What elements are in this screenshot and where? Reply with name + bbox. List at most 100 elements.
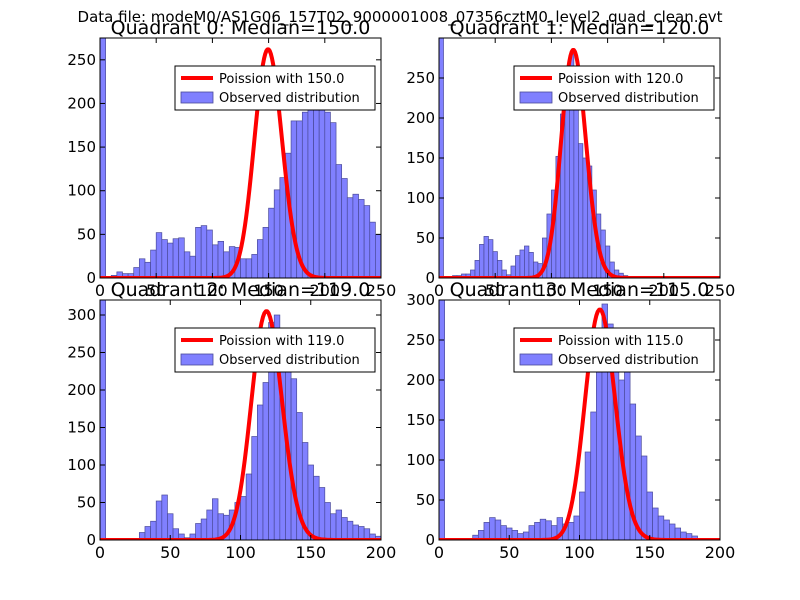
histogram-bar	[100, 38, 106, 278]
x-tick-label: 250	[705, 281, 736, 300]
histogram-bar	[573, 101, 579, 278]
histogram-bar	[483, 236, 489, 278]
histogram-bar	[324, 111, 331, 278]
x-tick-label: 150	[253, 281, 284, 300]
y-tick-label: 50	[77, 225, 96, 243]
histogram-bar	[195, 523, 202, 540]
histogram-bar	[483, 522, 490, 540]
x-tick-label: 250	[366, 281, 397, 300]
histogram-bar	[375, 234, 381, 278]
y-tick-label: 100	[406, 451, 435, 469]
histogram-bar	[567, 522, 575, 540]
histogram-bar	[341, 517, 348, 540]
histogram-bar	[352, 524, 359, 540]
y-tick-label: 50	[416, 229, 435, 247]
legend-label-poisson: Poission with 119.0	[219, 334, 344, 349]
histogram-bar	[150, 249, 157, 278]
legend-label-poisson: Poission with 120.0	[558, 72, 683, 87]
histogram-bar	[515, 255, 521, 278]
y-tick-label: 50	[416, 491, 435, 509]
histogram-bar	[212, 498, 219, 540]
figure-suptitle: Data file: modeM0/AS1G06_157T02_90000010…	[77, 8, 723, 26]
histogram-bar	[534, 522, 541, 540]
histogram-bar	[346, 520, 354, 540]
histogram-bar	[240, 496, 247, 540]
y-tick-label: 300	[67, 306, 96, 324]
legend: Poission with 150.0 Observed distribution	[174, 65, 376, 111]
x-tick-label: 100	[536, 281, 567, 300]
histogram-bar	[318, 85, 326, 278]
legend-bar-swatch	[180, 353, 214, 366]
legend-bar-swatch	[519, 91, 553, 104]
y-tick-label: 250	[67, 344, 96, 362]
histogram-bar	[358, 199, 365, 278]
histogram-bar	[524, 245, 530, 278]
x-tick-label: 50	[160, 543, 180, 562]
histogram-bar	[268, 207, 275, 278]
histogram-bar	[206, 509, 213, 540]
histogram-bar	[251, 254, 258, 278]
legend-label-observed: Observed distribution	[558, 353, 699, 368]
histogram-bar	[497, 260, 503, 278]
legend-label-observed: Observed distribution	[219, 91, 360, 106]
histogram-bar	[573, 515, 580, 540]
histogram-bar	[652, 507, 659, 540]
histogram-bar	[528, 525, 535, 540]
histogram-bar	[262, 227, 269, 278]
histogram-bar	[178, 533, 185, 540]
subplot-title: Quadrant 0: Median=150.0	[111, 17, 371, 39]
histogram-bars	[100, 38, 381, 278]
histogram-bar	[200, 225, 208, 278]
histogram-bar	[663, 519, 670, 540]
histogram-bar	[341, 178, 348, 278]
histogram-bar	[519, 249, 525, 278]
y-tick-label: 200	[67, 94, 96, 112]
histogram-bar	[172, 238, 180, 278]
legend-bar-swatch	[519, 353, 553, 366]
histogram-bar	[352, 193, 359, 278]
x-tick-label: 100	[225, 543, 256, 562]
legend-bar-swatch	[180, 91, 214, 104]
x-tick-label: 150	[295, 543, 326, 562]
histogram-bar	[155, 232, 163, 278]
subplot-quadrant-0: 0 50 100 150 200 250 0 50 100 150 200 250 Quadrant 0…	[67, 17, 396, 300]
histogram-bar	[318, 487, 326, 540]
histogram-bar	[155, 500, 163, 540]
x-tick-label: 100	[197, 281, 228, 300]
subplot-title: Quadrant 3: Median=115.0	[450, 279, 710, 301]
histogram-bar	[313, 98, 320, 278]
y-tick-label: 100	[67, 456, 96, 474]
y-tick-label: 250	[406, 69, 435, 87]
histogram-bar	[474, 260, 480, 278]
histogram-bar	[245, 473, 253, 540]
x-tick-label: 0	[95, 281, 105, 300]
y-tick-label: 50	[77, 494, 96, 512]
histogram-bar	[313, 475, 320, 540]
y-tick-label: 150	[67, 138, 96, 156]
x-tick-label: 0	[434, 543, 444, 562]
histogram-bar	[330, 513, 337, 540]
histogram-bar	[335, 164, 343, 278]
legend: Poission with 120.0 Observed distribution	[513, 65, 715, 111]
histogram-bar	[363, 205, 371, 278]
histogram-bar	[579, 491, 586, 540]
subplot-title: Quadrant 2: Median=119.0	[111, 279, 371, 301]
x-tick-label: 150	[634, 543, 665, 562]
axes-frame	[99, 37, 382, 279]
y-tick-label: 250	[67, 51, 96, 69]
histogram-bar	[245, 258, 253, 278]
histogram-bar	[144, 261, 151, 278]
histogram-bar	[144, 526, 151, 540]
x-tick-label: 50	[499, 543, 519, 562]
histogram-bar	[584, 451, 592, 540]
x-tick-label: 50	[146, 281, 166, 300]
histogram-bar	[307, 103, 314, 278]
y-tick-label: 100	[67, 182, 96, 200]
histogram-bar	[161, 494, 168, 540]
histogram-bar	[324, 502, 331, 540]
histogram-bar	[489, 517, 496, 540]
histogram-bar	[582, 157, 588, 278]
legend: Poission with 119.0 Observed distribution	[174, 327, 376, 373]
legend-label-poisson: Poission with 115.0	[558, 334, 683, 349]
